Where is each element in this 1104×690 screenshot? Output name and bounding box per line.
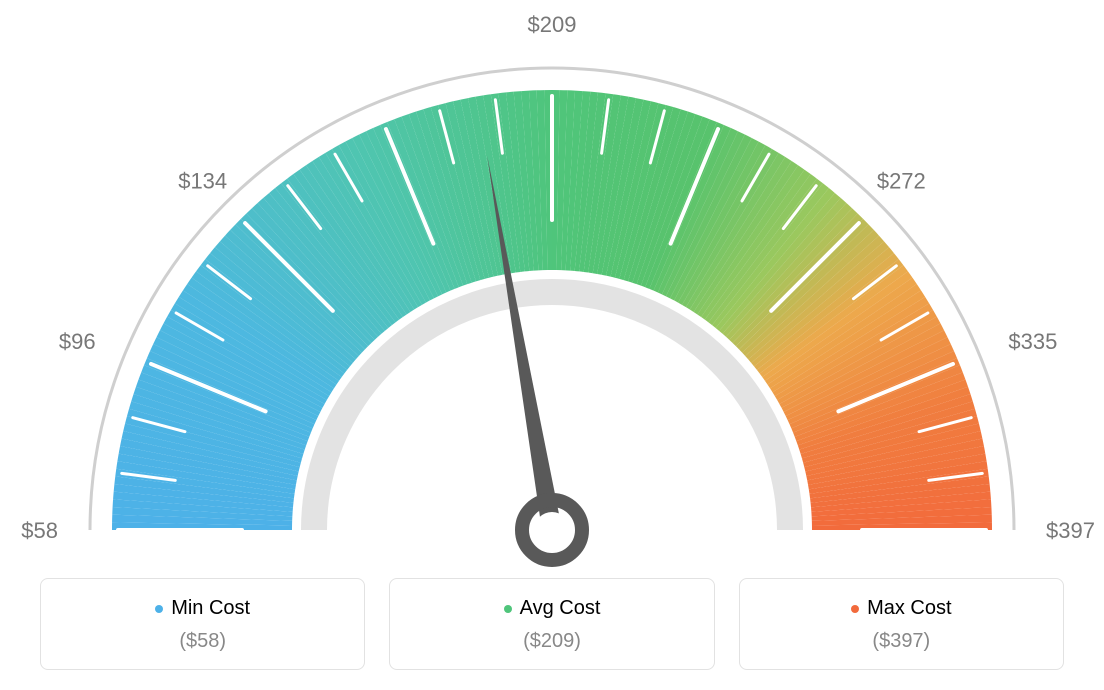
gauge: $58$96$134$209$272$335$397 (42, 20, 1062, 580)
legend-row: Min Cost ($58) Avg Cost ($209) Max Cost … (40, 578, 1064, 670)
legend-title-avg: Avg Cost (400, 597, 703, 620)
legend-value-max: ($397) (750, 630, 1053, 653)
svg-text:$397: $397 (1046, 518, 1095, 543)
dot-icon (155, 605, 163, 613)
svg-text:$335: $335 (1008, 329, 1057, 354)
svg-text:$96: $96 (59, 329, 96, 354)
dot-icon (851, 605, 859, 613)
legend-label: Min Cost (171, 597, 250, 619)
gauge-svg: $58$96$134$209$272$335$397 (42, 20, 1062, 580)
svg-text:$134: $134 (178, 169, 227, 194)
legend-label: Avg Cost (520, 597, 601, 619)
legend-card-max: Max Cost ($397) (739, 578, 1064, 670)
svg-text:$272: $272 (877, 169, 926, 194)
legend-card-avg: Avg Cost ($209) (389, 578, 714, 670)
legend-label: Max Cost (867, 597, 951, 619)
legend-value-min: ($58) (51, 630, 354, 653)
chart-container: $58 $96 $134 $209 $272 $335 $397 Min Cost ($58… (0, 0, 1104, 690)
svg-text:$209: $209 (528, 12, 577, 37)
legend-title-min: Min Cost (51, 597, 354, 620)
dot-icon (504, 605, 512, 613)
legend-title-max: Max Cost (750, 597, 1053, 620)
legend-card-min: Min Cost ($58) (40, 578, 365, 670)
svg-text:$58: $58 (21, 518, 58, 543)
legend-value-avg: ($209) (400, 630, 703, 653)
